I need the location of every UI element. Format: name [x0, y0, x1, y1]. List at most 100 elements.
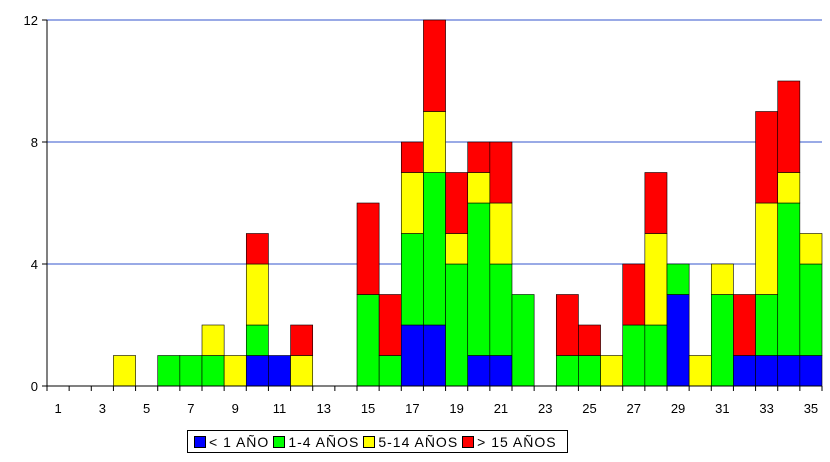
bar-segment	[445, 263, 469, 387]
bar-segment	[179, 355, 203, 387]
y-tick-label: 12	[24, 13, 38, 28]
x-tick-label: 9	[232, 401, 239, 416]
bar-segment	[733, 355, 756, 387]
x-tick-label: 33	[759, 401, 773, 416]
x-tick-label: 23	[538, 401, 552, 416]
bar-segment	[489, 141, 513, 204]
bar-segment	[555, 294, 579, 356]
legend-swatch	[462, 436, 475, 448]
bar-segment	[423, 111, 446, 173]
legend-label: < 1 AÑO	[209, 434, 270, 450]
legend-item: 5-14 AÑOS	[363, 434, 458, 450]
bar-segment	[489, 355, 513, 387]
bar-segment	[777, 202, 801, 356]
bar-segment	[755, 202, 779, 295]
x-tick-label: 19	[449, 401, 463, 416]
x-tick-label: 35	[804, 401, 818, 416]
x-tick-label: 27	[627, 401, 641, 416]
bar-segment	[467, 141, 491, 173]
x-tick-label: 31	[715, 401, 729, 416]
bar-segment	[489, 202, 513, 265]
bar-segment	[445, 233, 469, 265]
legend-swatch	[363, 436, 376, 448]
bar-segment	[799, 233, 823, 265]
bar-segment	[467, 355, 491, 387]
bar-segment	[423, 324, 446, 387]
bar-segment	[400, 141, 424, 173]
bar-segment	[467, 172, 491, 204]
bar-segment	[555, 355, 579, 387]
y-tick-label: 0	[31, 379, 38, 394]
bar-segment	[622, 324, 646, 387]
bar-segment	[511, 294, 535, 387]
chart-legend: < 1 AÑO 1-4 AÑOS 5-14 AÑOS > 15 AÑOS	[187, 430, 568, 453]
bar-segment	[666, 294, 690, 387]
bar-segment	[201, 324, 225, 356]
bar-segment	[755, 111, 779, 204]
bar-segment	[489, 263, 513, 356]
legend-label: > 15 AÑOS	[477, 434, 557, 450]
x-tick-label: 3	[99, 401, 106, 416]
bar-segment	[688, 355, 712, 387]
bar-segment	[622, 263, 646, 326]
bar-segment	[201, 355, 225, 387]
bar-segment	[157, 355, 181, 387]
bar-segment	[733, 294, 756, 356]
bar-segment	[755, 294, 779, 356]
bar-segment	[423, 172, 446, 326]
bar-segment	[113, 355, 136, 387]
x-tick-label: 11	[273, 401, 287, 416]
y-tick-label: 4	[31, 257, 38, 272]
x-tick-label: 5	[143, 401, 150, 416]
bar-segment	[777, 172, 801, 204]
bar-segment	[578, 324, 601, 356]
bar-segment	[799, 263, 823, 356]
bar-segment	[710, 263, 734, 295]
bar-segment	[245, 233, 269, 265]
bar-segment	[245, 263, 269, 326]
bar-segment	[268, 355, 291, 387]
bar-segment	[777, 355, 801, 387]
bar-segment	[223, 355, 247, 387]
axes	[46, 20, 823, 391]
x-tick-label: 21	[494, 401, 508, 416]
legend-item: < 1 AÑO	[194, 434, 269, 450]
bar-segment	[578, 355, 601, 387]
x-tick-label: 17	[405, 401, 419, 416]
bar-segment	[356, 202, 380, 295]
x-tick-label: 25	[582, 401, 596, 416]
legend-swatch	[194, 436, 206, 448]
bar-segment	[799, 355, 823, 387]
bar-segment	[400, 172, 424, 234]
legend-swatch	[273, 436, 286, 448]
bar-segment	[710, 294, 734, 387]
legend-label: 5-14 AÑOS	[378, 434, 459, 450]
legend-item: 1-4 AÑOS	[273, 434, 359, 450]
x-tick-label: 13	[317, 401, 331, 416]
bar-segment	[290, 355, 314, 387]
bar-segment	[290, 324, 314, 356]
x-tick-label: 29	[671, 401, 685, 416]
bar-segment	[245, 324, 269, 356]
bar-segment	[445, 172, 469, 234]
bar-segment	[423, 19, 446, 112]
bars	[113, 19, 823, 387]
bar-segment	[644, 324, 668, 387]
bar-segment	[600, 355, 624, 387]
x-tick-label: 7	[187, 401, 194, 416]
bar-segment	[666, 263, 690, 295]
x-tick-label: 15	[361, 401, 375, 416]
bar-segment	[400, 233, 424, 326]
y-tick-label: 8	[31, 135, 38, 150]
legend-label: 1-4 AÑOS	[288, 434, 360, 450]
bar-segment	[467, 202, 491, 356]
bar-segment	[755, 355, 779, 387]
bar-segment	[644, 172, 668, 234]
bar-segment	[356, 294, 380, 387]
x-tick-label: 1	[54, 401, 61, 416]
x-tick-labels: 1 3 5 7 9 11 13 15 17 19 21 23 25 27 29 31 33 35	[54, 401, 818, 416]
bar-segment	[400, 324, 424, 387]
bar-segment	[644, 233, 668, 326]
bar-segment	[378, 355, 402, 387]
